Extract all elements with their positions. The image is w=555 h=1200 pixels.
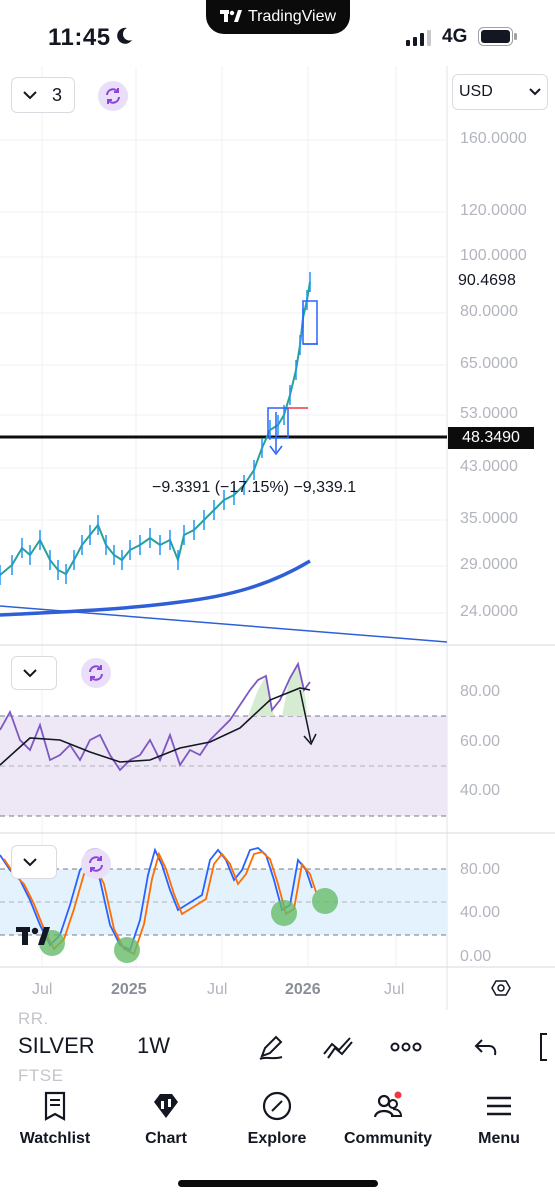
watchlist-ghost-row: RR.	[18, 1009, 49, 1028]
status-bar: 11:45 TradingView 4G	[0, 0, 555, 70]
moon-icon	[117, 27, 132, 44]
watchlist-ghost-row: FTSE	[18, 1066, 64, 1085]
undo-icon[interactable]	[469, 1030, 503, 1064]
chevron-down-icon	[23, 91, 37, 100]
price-axis-label: 53.0000	[460, 405, 518, 422]
tab-watchlist[interactable]: Watchlist	[0, 1090, 110, 1148]
compass-icon	[262, 1091, 292, 1121]
time-axis-label: Jul	[207, 981, 228, 998]
refresh-rsi-icon[interactable]	[81, 658, 111, 688]
status-time: 11:45	[48, 24, 111, 51]
tradingview-pill: TradingView	[206, 0, 350, 34]
chart-icon	[154, 1094, 178, 1118]
interval-toggle-button[interactable]: 3	[11, 77, 75, 113]
rsi-collapse-button[interactable]	[11, 656, 57, 690]
timeframe-button[interactable]: 1W	[137, 1033, 170, 1058]
currency-value: USD	[459, 83, 493, 100]
watchlist-icon	[44, 1091, 66, 1121]
price-axis-label: 160.0000	[460, 130, 527, 147]
tab-label: Watchlist	[19, 1130, 91, 1147]
price-axis-label: 100.0000	[460, 247, 527, 264]
time-axis-label: Jul	[384, 981, 405, 998]
interval-count: 3	[52, 84, 63, 105]
price-axis-label: 120.0000	[460, 202, 527, 219]
rsi-axis-label: 80.00	[460, 683, 501, 700]
symbol-button[interactable]: SILVER	[18, 1033, 95, 1058]
time-axis-label: 2025	[111, 981, 147, 998]
rsi-line	[0, 661, 311, 772]
refresh-stoch-icon[interactable]	[81, 849, 111, 879]
tab-explore[interactable]: Explore	[222, 1090, 332, 1148]
tradingview-logo-icon	[219, 10, 242, 22]
multi-line-icon[interactable]	[321, 1030, 355, 1064]
rsi-arrow	[299, 689, 312, 743]
pen-icon[interactable]	[254, 1030, 288, 1064]
tab-label: Community	[344, 1130, 432, 1147]
tab-label: Explore	[247, 1130, 307, 1147]
rsi-ma-line	[0, 687, 311, 766]
signal-icon	[406, 30, 431, 46]
tab-community[interactable]: Community	[333, 1090, 443, 1148]
rsi-series	[0, 661, 311, 772]
stoch-collapse-button[interactable]	[11, 845, 57, 879]
chevron-down-icon	[23, 669, 37, 678]
home-indicator	[178, 1180, 378, 1187]
stoch-axis-label: 80.00	[460, 861, 501, 878]
chevron-down-icon	[529, 88, 541, 96]
chevron-down-icon	[23, 858, 37, 867]
stoch-axis-label: 40.00	[460, 904, 501, 921]
price-series	[0, 272, 311, 585]
horizontal-line-price-tag[interactable]: 48.3490	[448, 427, 534, 449]
menu-icon	[487, 1096, 511, 1116]
price-axis-label: 24.0000	[460, 603, 518, 620]
tradingview-watermark-icon	[16, 927, 50, 945]
price-axis-label: 35.0000	[460, 510, 518, 527]
oversold-marker	[114, 937, 140, 963]
chart-settings-icon	[491, 980, 511, 996]
chart-grid	[0, 66, 447, 967]
redo-partial-icon[interactable]	[533, 1030, 555, 1064]
rsi-axis-label: 40.00	[460, 782, 501, 799]
battery-icon	[478, 27, 517, 46]
app-pill-label: TradingView	[247, 8, 337, 25]
stoch-axis-label: 0.00	[460, 948, 492, 965]
price-axis-label: 65.0000	[460, 355, 518, 372]
more-icon[interactable]	[389, 1030, 423, 1064]
moving-average-line	[0, 559, 311, 617]
time-axis-label: Jul	[32, 981, 53, 998]
time-axis-label: 2026	[285, 981, 321, 998]
price-axis-label: 80.0000	[460, 303, 518, 320]
tab-label: Menu	[478, 1130, 520, 1147]
oversold-marker	[271, 900, 297, 926]
tab-chart[interactable]: Chart	[111, 1090, 221, 1148]
rsi-overbought-fill	[248, 664, 307, 716]
network-type: 4G	[442, 26, 468, 47]
community-icon	[373, 1091, 403, 1118]
tab-label: Chart	[145, 1130, 187, 1147]
chart-area[interactable]: 3 USD 160.0000 120.0000 100.0000 80.0000…	[0, 0, 555, 1010]
tab-menu[interactable]: Menu	[444, 1090, 554, 1148]
oversold-marker	[312, 888, 338, 914]
measure-annotation: −9.3391 (−17.15%) −9,339.1	[152, 479, 357, 496]
measure-box-lower	[267, 407, 289, 439]
last-price-label: 90.4698	[458, 272, 516, 289]
currency-select[interactable]: USD	[452, 74, 548, 110]
price-axis-label: 29.0000	[460, 556, 518, 573]
chart-canvas[interactable]	[0, 0, 555, 1010]
price-line	[0, 281, 311, 576]
rsi-axis-label: 60.00	[460, 733, 501, 750]
price-axis-label: 43.0000	[460, 458, 518, 475]
refresh-main-icon[interactable]	[98, 81, 128, 111]
